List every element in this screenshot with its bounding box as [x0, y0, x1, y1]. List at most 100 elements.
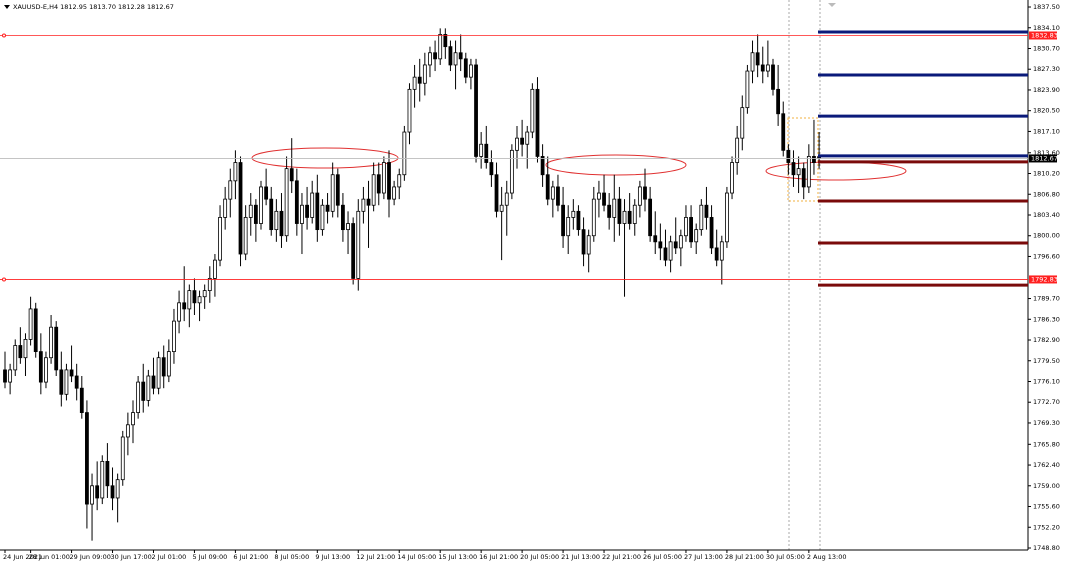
candle-body	[801, 168, 806, 188]
candle-body	[637, 186, 642, 206]
chart-title: XAUUSD-E,H4 1812.95 1813.70 1812.28 1812…	[13, 3, 174, 11]
candle-body	[49, 326, 53, 359]
candle-body	[125, 424, 130, 438]
candle-body	[54, 326, 59, 371]
candle-body	[668, 241, 673, 261]
candle-body	[581, 229, 586, 255]
candle-body	[550, 186, 555, 200]
candle-body	[648, 198, 653, 237]
candle-body	[453, 52, 458, 66]
shift-marker	[828, 3, 836, 7]
candle-body	[166, 351, 171, 377]
candle-body	[673, 241, 678, 249]
candle-body	[294, 180, 299, 224]
candle-body	[750, 52, 755, 72]
candle-body	[131, 412, 135, 426]
y-tick-label: 1786.30	[1033, 315, 1060, 323]
candle-body	[699, 204, 704, 231]
candle-body	[735, 137, 740, 163]
y-tick-label: 1759.00	[1033, 482, 1060, 490]
candle-body	[597, 192, 601, 200]
price-label-bg	[1029, 154, 1057, 163]
candle-body	[689, 217, 693, 243]
candle-body	[253, 204, 258, 224]
x-tick-label: 28 Jul 21:00	[725, 553, 764, 561]
candle-body	[105, 460, 110, 487]
candle-body	[59, 369, 64, 395]
x-tick-label: 5 Jul 09:00	[192, 553, 227, 561]
candle-body	[612, 198, 617, 218]
candle-body	[540, 156, 545, 176]
candle-body	[320, 204, 325, 231]
candle-body	[576, 210, 581, 231]
candle-body	[504, 192, 509, 206]
candle-body	[238, 162, 243, 255]
y-tick-label: 1755.60	[1033, 503, 1060, 511]
candle-body	[161, 357, 166, 377]
candle-body	[653, 235, 658, 243]
candle-body	[658, 241, 663, 249]
candle-body	[725, 192, 729, 243]
candle-body	[412, 76, 417, 90]
candle-body	[100, 460, 105, 499]
candle-body	[192, 290, 197, 304]
line-anchor	[2, 277, 6, 282]
price-label: 1832.83	[1031, 31, 1058, 39]
candle-body	[499, 204, 504, 212]
candle-body	[23, 339, 28, 359]
menu-triangle[interactable]	[4, 5, 10, 9]
candle-body	[392, 186, 397, 200]
candle-body	[796, 168, 801, 176]
x-tick-label: 30 Jun 17:00	[111, 553, 152, 561]
candle-body	[561, 204, 565, 237]
candle-body	[786, 149, 791, 163]
candle-body	[730, 162, 734, 194]
x-tick-label: 14 Jul 05:00	[397, 553, 436, 561]
y-tick-label: 1834.10	[1033, 24, 1060, 32]
candle-body	[397, 174, 402, 188]
candle-body	[545, 174, 550, 200]
candle-body	[474, 64, 478, 157]
candle-body	[346, 223, 350, 231]
candle-body	[812, 156, 816, 163]
candle-body	[218, 217, 222, 261]
candle-body	[79, 387, 84, 413]
candle-body	[95, 485, 100, 499]
candle-body	[274, 210, 279, 231]
candle-body	[479, 143, 484, 157]
candle-body	[177, 302, 181, 322]
candle-body	[602, 192, 606, 206]
candle-body	[228, 180, 233, 200]
x-tick-label: 15 Jul 13:00	[438, 553, 477, 561]
candle-body	[719, 241, 724, 261]
candle-body	[371, 174, 376, 206]
candle-body	[156, 357, 161, 389]
x-tick-label: 22 Jul 21:00	[602, 553, 641, 561]
y-tick-label: 1772.70	[1033, 398, 1060, 406]
y-tick-label: 1779.50	[1033, 357, 1060, 365]
candle-body	[279, 210, 284, 237]
candle-body	[69, 369, 74, 377]
candle-body	[433, 52, 437, 60]
candle-body	[376, 174, 381, 194]
candle-body	[509, 149, 514, 194]
x-tick-label: 24 Jun 2021	[3, 553, 42, 561]
y-tick-label: 1837.50	[1033, 3, 1060, 11]
candle-body	[335, 174, 340, 206]
price-label-bg	[1029, 31, 1057, 40]
candle-body	[438, 34, 443, 60]
candle-body	[422, 64, 427, 84]
candle-body	[694, 229, 699, 243]
candle-body	[663, 247, 668, 261]
candle-body	[202, 290, 207, 298]
candle-body	[136, 381, 141, 413]
candle-body	[315, 192, 320, 231]
candle-body	[310, 192, 315, 218]
candle-body	[704, 204, 709, 218]
candle-body	[366, 198, 371, 206]
y-tick-label: 1769.30	[1033, 419, 1060, 427]
candle-body	[771, 64, 775, 90]
candle-body	[684, 217, 688, 237]
candle-body	[443, 34, 448, 48]
candle-body	[591, 198, 596, 237]
